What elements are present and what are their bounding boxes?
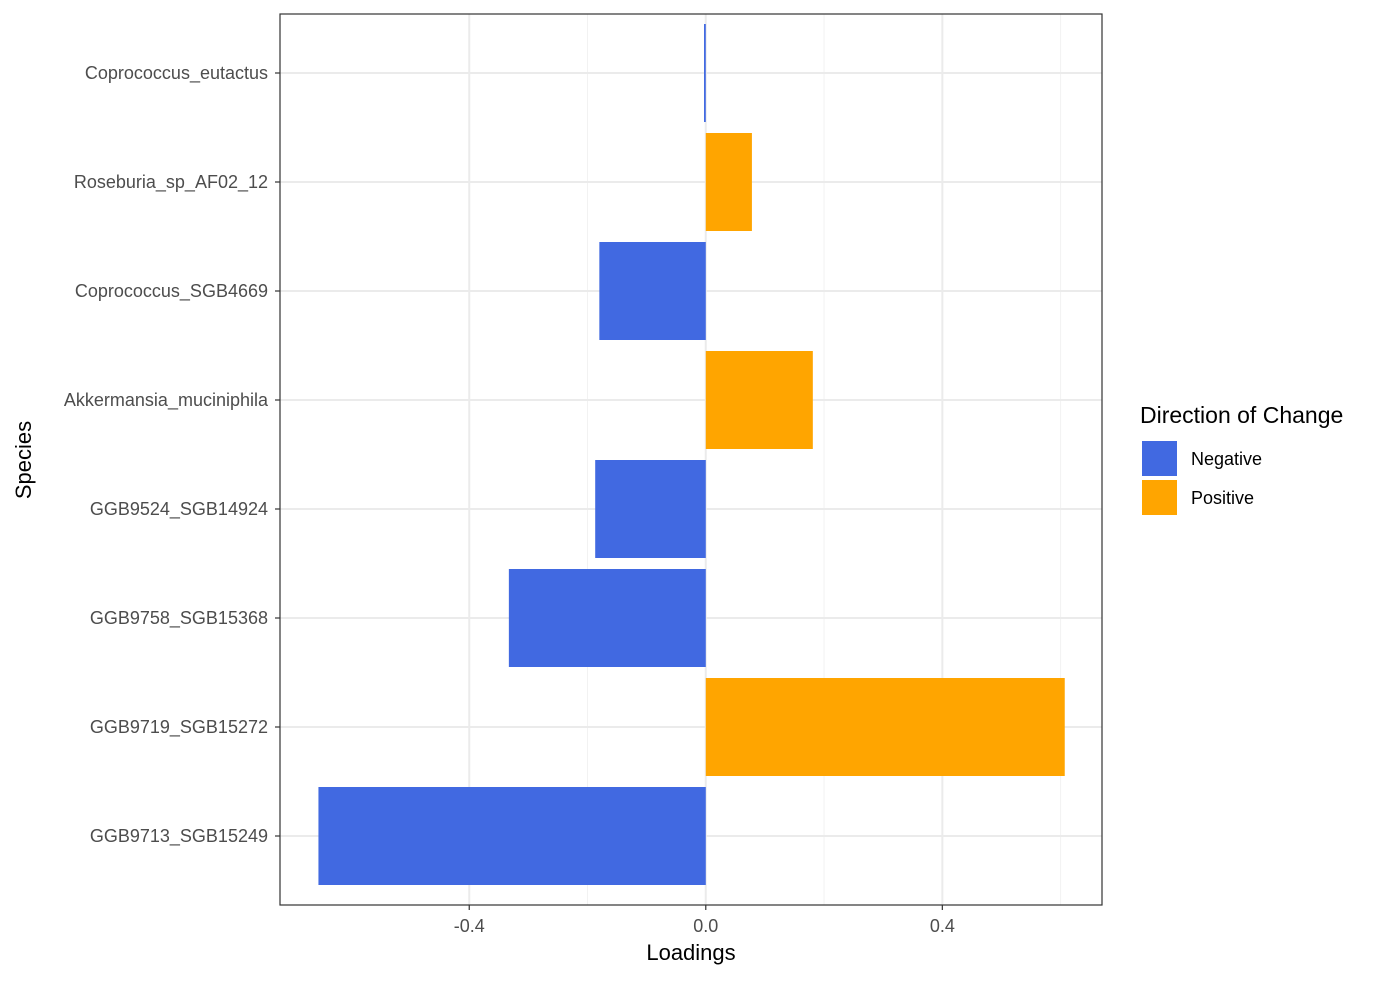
- y-tick-label: Akkermansia_muciniphila: [64, 390, 269, 411]
- panel-border: [279, 13, 1103, 906]
- bar-Coprococcus_eutactus: [704, 24, 706, 122]
- y-tick-label: GGB9719_SGB15272: [90, 717, 268, 738]
- x-tick-label: -0.4: [454, 916, 485, 936]
- bar-Coprococcus_SGB4669: [599, 242, 706, 340]
- legend-key-positive: [1142, 480, 1177, 515]
- legend: Direction of Change Negative Positive: [1140, 402, 1343, 515]
- y-tick-label: Coprococcus_eutactus: [85, 63, 268, 84]
- bars: [318, 24, 1065, 885]
- x-axis-ticks: -0.4 0.0 0.4: [454, 905, 955, 936]
- bar-GGB9713_SGB15249: [318, 787, 706, 885]
- legend-title: Direction of Change: [1140, 402, 1343, 428]
- legend-label-positive: Positive: [1191, 488, 1254, 508]
- bar-GGB9758_SGB15368: [508, 569, 706, 667]
- y-tick-label: GGB9713_SGB15249: [90, 826, 268, 847]
- bar-Roseburia_sp_AF02_12: [705, 133, 752, 231]
- legend-key-negative: [1142, 441, 1177, 476]
- x-tick-label: 0.4: [930, 916, 955, 936]
- bar-GGB9524_SGB14924: [595, 460, 706, 558]
- bar-GGB9719_SGB15272: [705, 678, 1065, 776]
- y-tick-label: Roseburia_sp_AF02_12: [74, 172, 268, 193]
- legend-label-negative: Negative: [1191, 449, 1262, 469]
- y-tick-label: GGB9524_SGB14924: [90, 499, 268, 520]
- bar-Akkermansia_muciniphila: [705, 351, 813, 449]
- y-axis-title: Species: [11, 421, 36, 499]
- y-axis-ticks: Coprococcus_eutactus Roseburia_sp_AF02_12…: [64, 63, 280, 847]
- legend-entries: Negative Positive: [1142, 441, 1262, 515]
- x-axis-title: Loadings: [646, 940, 735, 965]
- y-tick-label: GGB9758_SGB15368: [90, 608, 268, 629]
- x-tick-label: 0.0: [693, 916, 718, 936]
- y-tick-label: Coprococcus_SGB4669: [75, 281, 268, 302]
